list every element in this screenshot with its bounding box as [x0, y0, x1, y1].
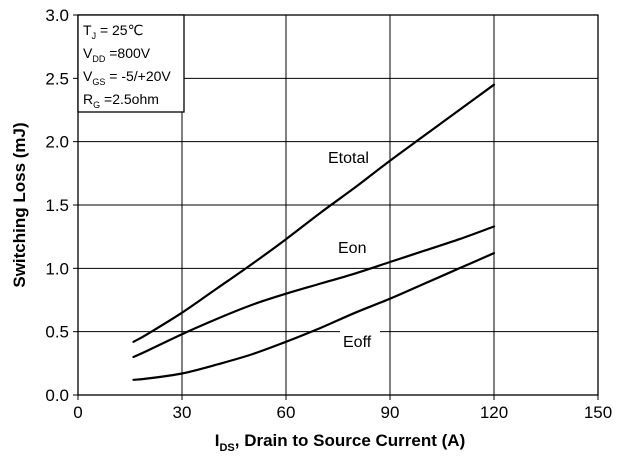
x-tick-label: 90 — [381, 403, 400, 422]
y-tick-label: 0.5 — [45, 323, 69, 342]
curve-label-background — [340, 331, 380, 352]
x-tick-label: 150 — [584, 403, 612, 422]
x-axis-title: IDS, Drain to Source Current (A) — [215, 431, 465, 454]
x-axis-ticks: 0 30 60 90 120 150 — [73, 395, 612, 422]
series-line-eon — [132, 225, 496, 359]
y-tick-label: 3.0 — [45, 6, 69, 25]
series-line-eoff — [132, 252, 496, 381]
x-tick-label: 0 — [73, 403, 82, 422]
series-line-etotal — [132, 83, 496, 343]
x-tick-label: 30 — [173, 403, 192, 422]
y-tick-label: 2.5 — [45, 69, 69, 88]
y-tick-label: 2.0 — [45, 133, 69, 152]
y-tick-label: 1.0 — [45, 259, 69, 278]
condition-line: TJ = 25℃ — [83, 22, 143, 41]
y-axis-title: Switching Loss (mJ) — [10, 122, 29, 287]
conditions-box-frame — [77, 14, 185, 113]
grid-lines — [78, 15, 598, 395]
y-tick-label: 0.0 — [45, 386, 69, 405]
curve-label-eoff: Eoff — [343, 334, 372, 351]
curve-label-etotal: Etotal — [328, 150, 369, 167]
x-tick-label: 60 — [277, 403, 296, 422]
curve-labels: Etotal Eon Eoff — [328, 150, 380, 352]
series-lines — [132, 83, 496, 381]
condition-line: RG =2.5ohm — [83, 91, 159, 110]
conditions-box: TJ = 25℃ VDD =800V VGS = -5/+20V RG =2.5ohm — [77, 14, 185, 113]
x-tick-label: 120 — [480, 403, 508, 422]
y-axis-ticks: 0.0 0.5 1.0 1.5 2.0 2.5 3.0 — [45, 6, 78, 405]
condition-line: VGS = -5/+20V — [83, 68, 171, 87]
curve-label-eon: Eon — [338, 240, 366, 257]
y-tick-label: 1.5 — [45, 196, 69, 215]
condition-line: VDD =800V — [83, 45, 151, 64]
